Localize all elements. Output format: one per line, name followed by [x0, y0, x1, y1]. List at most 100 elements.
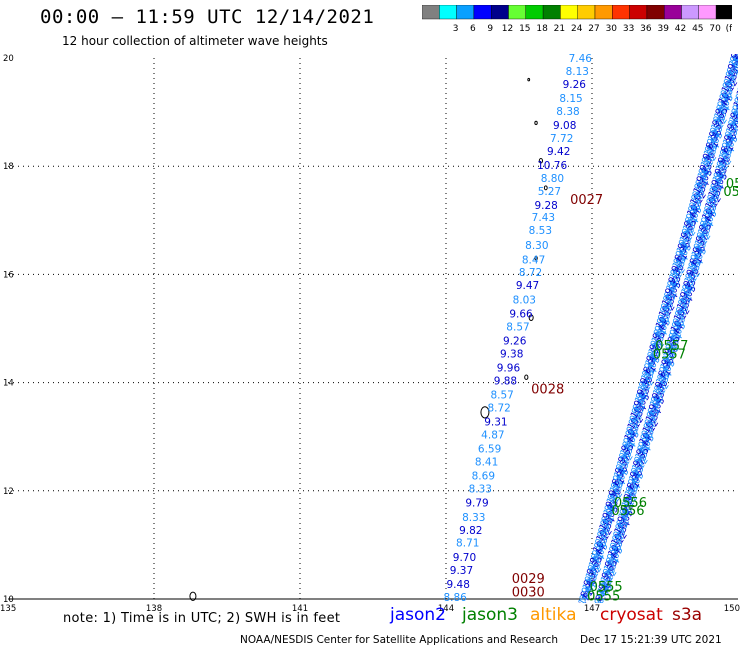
swh-value-label: 9.71	[726, 105, 740, 129]
swh-value-label: 8.57	[490, 390, 513, 402]
pass-time-label: 0028	[531, 382, 564, 397]
swh-value-label: 9.66	[509, 308, 533, 320]
swh-value-label: 8.72	[487, 402, 510, 414]
island-outline	[534, 120, 538, 126]
swh-value-label: 9.28	[534, 200, 557, 212]
swh-value-label: 9.79	[465, 498, 488, 510]
colorbar-label: 6	[470, 24, 476, 34]
swh-value-label: 9.38	[500, 348, 523, 360]
swh-value-label: 9.70	[453, 552, 476, 564]
swh-value-label: 8.38	[556, 106, 579, 118]
swh-value-label: 9.26	[503, 335, 527, 347]
swh-value-label: 8.33	[469, 484, 492, 496]
swh-value-label: 9.96	[497, 362, 521, 374]
swh-value-label: 8.47	[522, 254, 545, 266]
swh-value-label: 9.42	[547, 146, 570, 158]
swh-value-label: 9.47	[516, 280, 539, 292]
colorbar-label: 70	[709, 24, 721, 34]
x-tick-label: 141	[292, 604, 308, 612]
chart-subtitle: 12 hour collection of altimeter wave hei…	[62, 34, 328, 48]
island-outline	[528, 314, 534, 321]
chart-title: 00:00 – 11:59 UTC 12/14/2021	[40, 6, 375, 28]
swh-value-label: 7.43	[532, 212, 555, 224]
pass-time-label: 0556	[611, 504, 644, 519]
swh-value-label: 8.53	[529, 225, 552, 237]
swh-value-label: 8.33	[462, 512, 485, 524]
swh-value-label: 8.96	[730, 94, 740, 118]
swh-value-label: 8.41	[475, 457, 498, 469]
y-tick-label: 10	[3, 595, 14, 605]
x-tick-label: 147	[584, 604, 600, 612]
legend-s3a: s3a	[672, 605, 703, 625]
swh-value-label: 8.57	[506, 321, 529, 333]
pass-time-label: 05	[723, 185, 740, 200]
swh-value-label: 8.86	[443, 592, 467, 604]
swh-value-label: 9.57	[733, 83, 740, 107]
pass-time-label: 0555	[590, 580, 623, 595]
y-tick-label: 18	[3, 162, 14, 172]
island-outline	[480, 406, 490, 419]
pass-time-label: 05	[726, 177, 740, 192]
y-tick-label: 16	[3, 270, 14, 280]
swh-value-label: 8.69	[472, 471, 495, 483]
x-tick-label: 138	[146, 604, 162, 612]
x-tick-label: 144	[438, 604, 454, 612]
generated-timestamp: Dec 17 15:21:39 UTC 2021	[580, 634, 722, 646]
y-tick-label: 12	[3, 487, 14, 497]
legend-cryosat: cryosat	[600, 605, 663, 625]
swh-value-label: 8.15	[559, 93, 582, 105]
colorbar-label: 3	[453, 24, 459, 34]
swh-value-label: 9.48	[447, 579, 470, 591]
colorbar-label: 15	[519, 24, 530, 34]
pass-time-label: 0555	[587, 590, 620, 605]
colorbar-label: 36	[640, 24, 652, 34]
swh-value-label: 5.27	[538, 186, 561, 198]
colorbar-label: 30	[606, 24, 618, 34]
swh-value-label: 6.59	[478, 444, 501, 456]
swh-value-label: 8.13	[566, 66, 589, 78]
legend-jason2: jason2	[390, 605, 446, 625]
swh-value-label: 9.65	[731, 30, 740, 54]
pass-time-label: 0557	[655, 339, 688, 354]
colorbar-label: 24	[571, 24, 583, 34]
swh-value-label: 10.05	[727, 96, 740, 125]
island-outline	[524, 374, 529, 380]
pass-time-label: 0557	[653, 347, 686, 362]
swh-value-label: 9.31	[484, 417, 507, 429]
swh-value-label: 9.30	[729, 38, 740, 62]
swh-value-label: 8.71	[456, 538, 479, 550]
y-tick-label: 20	[3, 54, 14, 64]
island-outline	[189, 591, 197, 601]
pass-time-label: 0556	[614, 496, 647, 511]
swh-value-label: 10.76	[537, 160, 567, 172]
island-outline	[543, 185, 548, 191]
legend-altika: altika	[530, 605, 577, 625]
colorbar-label: 33	[623, 24, 634, 34]
legend-jason3: jason3	[462, 605, 518, 625]
swh-value-label: 9.08	[553, 120, 576, 132]
swh-value-label: 7.72	[550, 133, 573, 145]
swh-value-label: 7.46	[569, 53, 593, 65]
swh-value-label: 9.88	[494, 375, 517, 387]
island-outline	[527, 77, 531, 82]
colorbar-label: 18	[536, 24, 548, 34]
swh-value-label: 8.30	[525, 240, 548, 252]
swh-value-label: 9.83	[731, 90, 740, 114]
colorbar-label: 21	[554, 24, 565, 34]
island-outline	[534, 255, 538, 261]
footer-note: note: 1) Time is in UTC; 2) SWH is in fe…	[63, 611, 341, 626]
swh-value-label: 9.44	[728, 98, 740, 122]
colorbar-swatch	[715, 5, 732, 20]
pass-time-label: 0027	[570, 193, 603, 208]
swh-value-label: 9.57	[728, 42, 740, 66]
swh-value-label: 9.26	[563, 79, 587, 91]
swh-value-label: 8.72	[519, 267, 542, 279]
colorbar-label: 45	[692, 24, 703, 34]
pass-time-label: 0030	[512, 585, 545, 600]
colorbar-label: (ft)	[726, 24, 732, 34]
credit-line: NOAA/NESDIS Center for Satellite Applica…	[240, 634, 558, 646]
colorbar-label: 12	[502, 24, 513, 34]
colorbar-label: 27	[588, 24, 599, 34]
